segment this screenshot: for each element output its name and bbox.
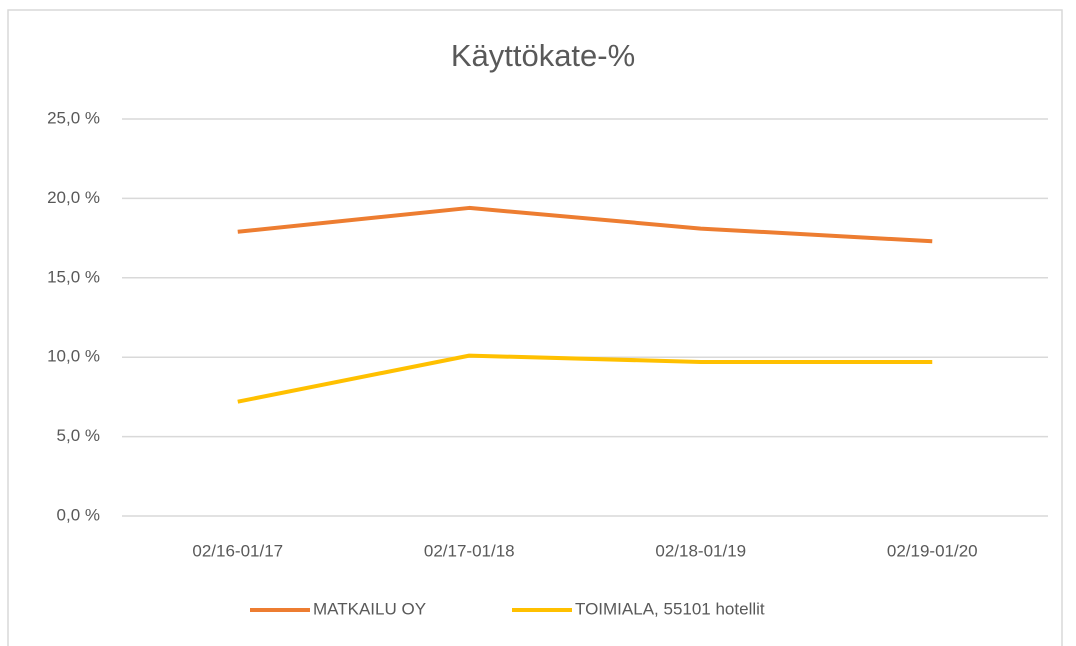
x-tick-label: 02/16-01/17 bbox=[192, 541, 283, 560]
x-tick-label: 02/17-01/18 bbox=[424, 541, 515, 560]
legend-label: TOIMIALA, 55101 hotellit bbox=[575, 599, 765, 618]
chart-frame bbox=[7, 9, 1063, 646]
y-tick-label: 5,0 % bbox=[57, 426, 100, 445]
legend-label: MATKAILU OY bbox=[313, 599, 426, 618]
series-line bbox=[237, 205, 933, 244]
y-tick-label: 25,0 % bbox=[47, 108, 100, 127]
y-tick-label: 20,0 % bbox=[47, 188, 100, 207]
x-tick-label: 02/18-01/19 bbox=[655, 541, 746, 560]
x-tick-label: 02/19-01/20 bbox=[887, 541, 978, 560]
chart-title: Käyttökate-% bbox=[451, 38, 635, 73]
y-tick-label: 0,0 % bbox=[57, 505, 100, 524]
y-tick-label: 10,0 % bbox=[47, 347, 100, 366]
series-line bbox=[237, 353, 933, 404]
y-tick-label: 15,0 % bbox=[47, 267, 100, 286]
